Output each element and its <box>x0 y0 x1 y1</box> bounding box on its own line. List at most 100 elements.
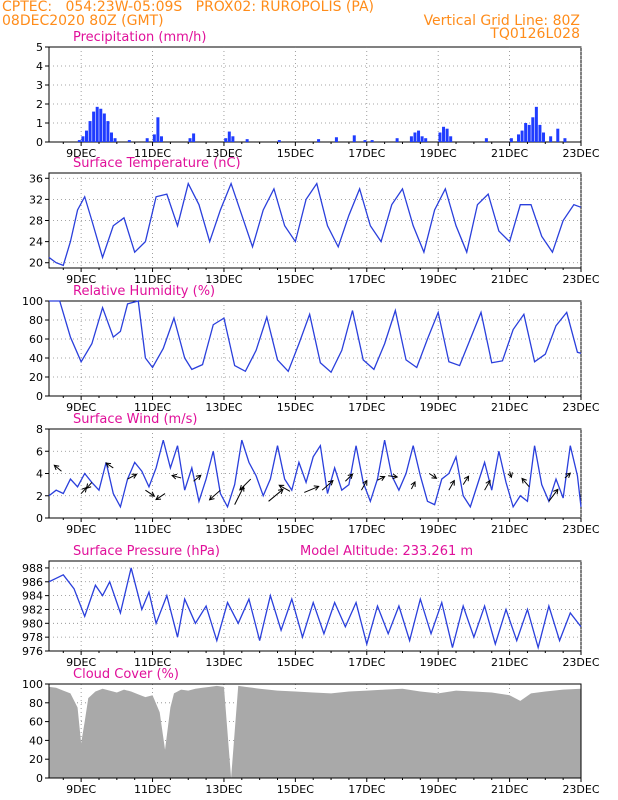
precip-bar <box>534 106 538 142</box>
panel-2: Relative Humidity (%) 0 20 40 60 80 100 9DEC 11D… <box>22 284 600 414</box>
series-line <box>49 300 582 374</box>
x-tick-label: 23DEC <box>562 523 599 536</box>
y-tick-label: 0 <box>36 512 43 525</box>
precip-bar <box>231 136 235 142</box>
x-tick-label: 11DEC <box>134 783 171 796</box>
precip-bar <box>277 140 281 142</box>
x-tick-label: 13DEC <box>205 523 242 536</box>
precip-bar <box>538 124 542 142</box>
panel-frame <box>48 46 582 143</box>
x-tick-label: 19DEC <box>420 401 457 414</box>
y-tick-label: 0 <box>36 390 43 403</box>
precip-bar <box>77 140 81 142</box>
wind-arrow <box>484 480 491 491</box>
wind-arrow-head <box>208 494 215 501</box>
precip-bar <box>159 136 163 142</box>
precip-bar <box>556 128 560 142</box>
panel-title: Surface Temperature (nC) <box>73 156 241 171</box>
header-date-line: 08DEC2020 80Z (GMT) <box>2 13 164 29</box>
precip-bar <box>509 138 513 142</box>
precip-bar <box>106 121 110 142</box>
x-tick-label: 15DEC <box>277 147 314 160</box>
wind-arrow-head <box>277 488 284 495</box>
x-tick-label: 17DEC <box>348 656 385 669</box>
wind-arrow <box>155 493 166 500</box>
x-tick-label: 23DEC <box>562 656 599 669</box>
wind-arrow-head <box>553 488 559 495</box>
precip-bar <box>224 138 228 142</box>
wind-arrow-head <box>171 473 178 480</box>
wind-arrow-head <box>507 472 513 479</box>
panel-title: Relative Humidity (%) <box>73 284 215 299</box>
x-tick-label: 11DEC <box>134 523 171 536</box>
wind-arrow-head <box>410 480 416 487</box>
precip-bar <box>156 117 160 142</box>
wind-arrow <box>321 480 334 491</box>
wind-arrow-head <box>485 479 491 486</box>
y-tick-label: 36 <box>29 172 43 185</box>
x-tick-label: 11DEC <box>134 147 171 160</box>
x-tick-label: 21DEC <box>491 273 528 286</box>
precip-bar <box>102 113 106 142</box>
y-tick-label: 80 <box>29 314 43 327</box>
series-line <box>48 567 582 651</box>
x-tick-label: 21DEC <box>491 783 528 796</box>
x-tick-label: 13DEC <box>205 147 242 160</box>
precip-bar <box>109 132 113 142</box>
wind-arrow-head <box>327 479 334 486</box>
x-tick-label: 13DEC <box>205 783 242 796</box>
precip-bar <box>95 106 99 142</box>
panel-3: Surface Wind (m/s) 0 2 4 6 8 9DEC 11DEC 13DEC 15D… <box>36 412 600 536</box>
wind-arrow-head <box>313 485 320 491</box>
precip-bar <box>227 131 231 142</box>
wind-arrow <box>428 473 437 479</box>
panel-4: Surface Pressure (hPa) Model Altitude: 23… <box>22 544 600 669</box>
precip-bar <box>370 140 374 142</box>
panel-title: Surface Pressure (hPa) <box>73 544 220 559</box>
wind-arrow <box>344 473 353 482</box>
wind-arrow <box>521 478 530 488</box>
wind-arrow <box>193 474 202 482</box>
precip-bar <box>245 139 249 142</box>
y-tick-label: 4 <box>36 60 43 73</box>
x-tick-label: 19DEC <box>420 273 457 286</box>
wind-arrow <box>80 487 87 494</box>
precip-bar <box>420 136 424 142</box>
x-tick-label: 13DEC <box>205 656 242 669</box>
wind-arrow-head <box>392 473 399 480</box>
x-tick-label: 21DEC <box>491 401 528 414</box>
wind-arrow <box>53 464 62 472</box>
x-tick-label: 17DEC <box>348 147 385 160</box>
wind-arrow <box>548 489 559 502</box>
x-tick-label: 21DEC <box>491 523 528 536</box>
wind-arrow <box>268 488 284 502</box>
y-tick-label: 24 <box>29 236 43 249</box>
wind-arrow-head <box>379 475 386 481</box>
y-tick-label: 100 <box>22 678 43 691</box>
x-tick-label: 11DEC <box>134 273 171 286</box>
y-tick-label: 0 <box>36 136 43 149</box>
precip-bar <box>88 121 92 142</box>
precip-bar <box>417 130 421 142</box>
x-tick-label: 15DEC <box>277 273 314 286</box>
series-line <box>48 439 582 509</box>
y-tick-label: 20 <box>29 257 43 270</box>
series-line <box>48 181 582 267</box>
wind-arrow <box>462 475 469 485</box>
x-tick-label: 15DEC <box>277 523 314 536</box>
precip-bar <box>84 130 88 142</box>
y-tick-label: 988 <box>22 562 43 575</box>
panel-title: Precipitation (mm/h) <box>73 30 206 45</box>
precip-bar <box>549 136 553 142</box>
panel-0: Precipitation (mm/h) 0 1 2 3 4 5 9DEC 11DEC 13DEC… <box>36 30 600 160</box>
y-tick-label: 0 <box>36 772 43 785</box>
wind-arrow-head <box>565 472 572 479</box>
x-tick-label: 15DEC <box>277 783 314 796</box>
y-tick-label: 40 <box>29 352 43 365</box>
x-tick-label: 19DEC <box>420 656 457 669</box>
wind-arrow-head <box>431 473 438 479</box>
precip-bar <box>542 132 546 142</box>
wind-arrow <box>278 484 291 492</box>
wind-arrow-head <box>362 479 368 486</box>
precip-bar <box>424 138 428 142</box>
